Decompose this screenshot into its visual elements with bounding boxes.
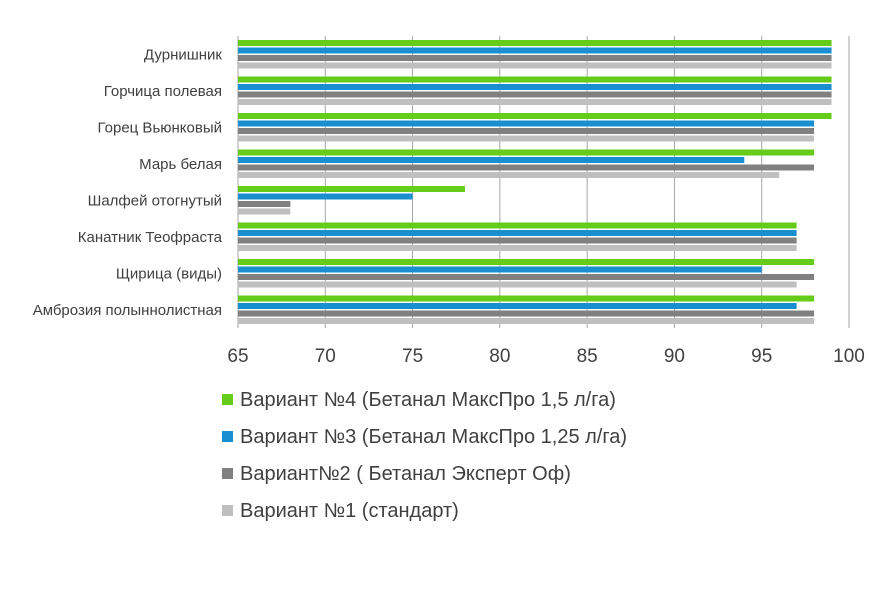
bar <box>238 47 832 54</box>
legend-label: Вариант №1 (стандарт) <box>240 500 459 522</box>
bar <box>238 266 762 273</box>
category-label: Шалфей отогнутый <box>88 192 222 209</box>
legend-swatch <box>222 505 233 516</box>
x-tick-labels: 65 70 75 80 85 90 95 100 <box>227 346 864 367</box>
legend-swatch <box>222 468 233 479</box>
bar <box>238 245 797 251</box>
bar <box>238 135 815 142</box>
bar <box>238 222 797 229</box>
bar <box>238 259 815 265</box>
bar <box>238 91 832 98</box>
category-label: Канатник Теофраста <box>78 229 223 246</box>
x-tick-label: 75 <box>402 346 423 367</box>
bar <box>238 186 465 192</box>
bar <box>238 201 291 207</box>
category-label: Горец Вьюнковый <box>98 119 222 136</box>
legend-swatch <box>222 431 233 442</box>
legend-swatch <box>222 394 233 405</box>
category-labels: Дурнишник Горчица полевая Горец Вьюнковый М… <box>33 46 223 319</box>
bar <box>238 274 815 280</box>
legend-label: Вариант №3 (Бетанал МаксПро 1,25 л/га) <box>240 426 627 448</box>
category-label: Щирица (виды) <box>116 265 222 282</box>
legend-label: Вариант №4 (Бетанал МаксПро 1,5 л/га) <box>240 389 616 411</box>
x-tick-label: 85 <box>577 346 598 367</box>
x-tick-label: 65 <box>227 346 248 367</box>
bar <box>238 172 780 178</box>
bar <box>238 76 832 83</box>
bar <box>238 84 832 90</box>
bar <box>238 281 797 288</box>
bars <box>238 40 832 324</box>
bar <box>238 310 815 317</box>
bar <box>238 113 832 119</box>
bar <box>238 120 815 127</box>
category-label: Горчица полевая <box>104 83 222 100</box>
bar <box>238 208 291 215</box>
category-label: Марь белая <box>139 156 222 173</box>
bar <box>238 230 797 236</box>
legend: Вариант №4 (Бетанал МаксПро 1,5 л/га) Вар… <box>222 389 627 522</box>
bar <box>238 55 832 61</box>
bar <box>238 157 745 163</box>
bar <box>238 318 815 324</box>
bar <box>238 128 815 134</box>
bar <box>238 193 413 200</box>
x-tick-label: 100 <box>833 346 865 367</box>
category-label: Дурнишник <box>144 46 223 63</box>
x-tick-label: 80 <box>489 346 510 367</box>
legend-label: Вариант№2 ( Бетанал Эксперт Оф) <box>240 463 571 485</box>
bar <box>238 164 815 171</box>
x-tick-label: 90 <box>664 346 685 367</box>
bar <box>238 62 832 69</box>
bar <box>238 303 797 309</box>
x-tick-label: 70 <box>315 346 336 367</box>
bar <box>238 40 832 46</box>
category-label: Амброзия полыннолистная <box>33 302 222 319</box>
bar <box>238 149 815 156</box>
bar <box>238 99 832 105</box>
bar <box>238 295 815 302</box>
bar <box>238 237 797 244</box>
x-tick-label: 95 <box>751 346 772 367</box>
